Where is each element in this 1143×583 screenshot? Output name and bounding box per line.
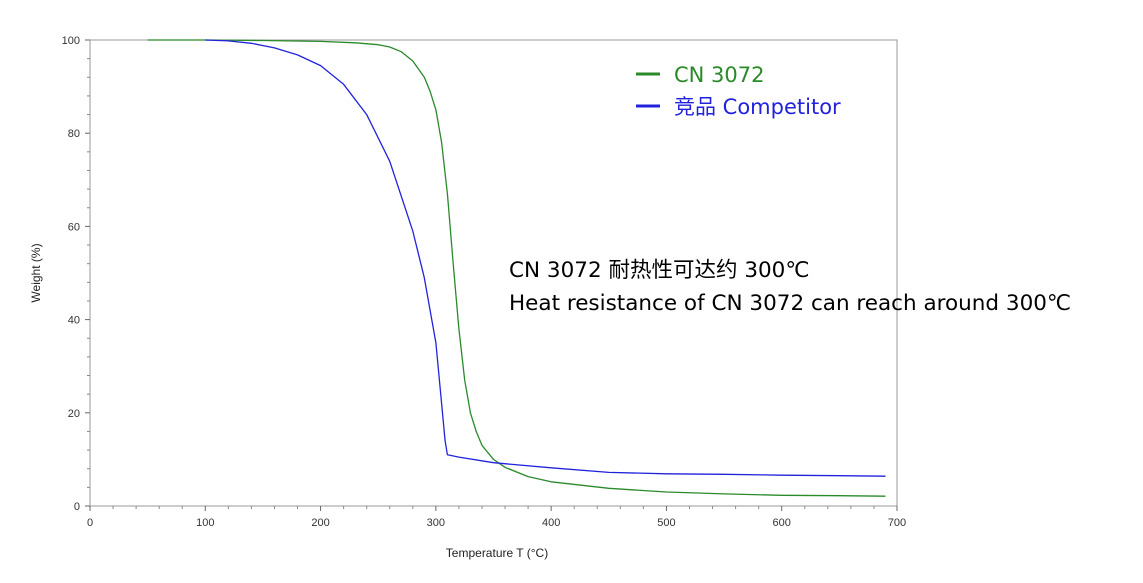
x-axis: 0 100 200 300 400 500 600 700 (87, 506, 906, 529)
plot-area (89, 39, 898, 507)
x-tick-label-200: 200 (311, 517, 329, 529)
y-axis: 0 20 40 60 80 100 (62, 35, 90, 513)
x-tick-label-0: 0 (87, 517, 93, 529)
y-tick-label-100: 100 (62, 35, 80, 47)
x-tick-label-300: 300 (427, 517, 445, 529)
y-tick-label-40: 40 (68, 315, 80, 327)
legend-label-competitor: 竞品 Competitor (674, 95, 841, 119)
legend: CN 3072 竞品 Competitor (636, 63, 841, 119)
y-tick-label-80: 80 (68, 128, 80, 140)
minor-ticks (87, 58, 875, 509)
x-tick-label-100: 100 (196, 517, 214, 529)
series-line-cn3072 (147, 39, 886, 497)
annotation-chinese: CN 3072 耐热性可达约 300℃ (509, 258, 810, 283)
x-axis-title: Temperature T (°C) (446, 546, 548, 560)
x-tick-label-700: 700 (888, 517, 906, 529)
y-tick-label-0: 0 (74, 501, 80, 513)
y-axis-title: Weight (%) (29, 243, 43, 302)
annotation-english: Heat resistance of CN 3072 can reach aro… (509, 291, 1071, 316)
y-tick-label-60: 60 (68, 221, 80, 233)
series-layer (147, 39, 886, 497)
y-tick-label-20: 20 (68, 408, 80, 420)
x-tick-label-600: 600 (773, 517, 791, 529)
x-tick-label-400: 400 (542, 517, 560, 529)
x-tick-label-500: 500 (657, 517, 675, 529)
legend-label-cn3072: CN 3072 (674, 63, 765, 87)
series-line-competitor (205, 39, 886, 477)
